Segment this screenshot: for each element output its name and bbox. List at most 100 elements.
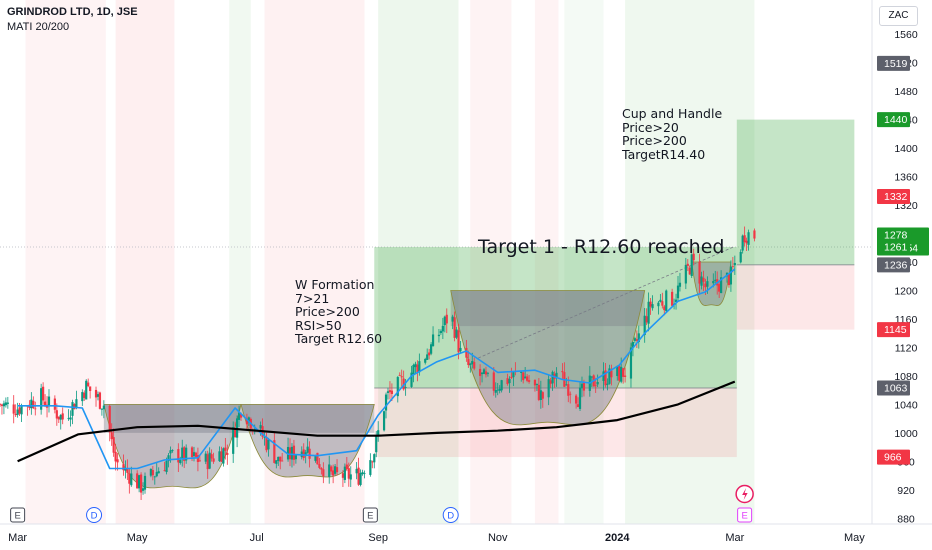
y-tick-label: 1120	[895, 342, 918, 354]
candle-body	[163, 470, 166, 472]
candle-body	[733, 262, 736, 266]
candle-body	[590, 376, 593, 378]
price-badge-value: 1440	[884, 114, 908, 126]
candle-body	[404, 387, 407, 388]
candle-body	[108, 405, 111, 433]
candle-body	[59, 414, 62, 420]
candle-body	[520, 371, 523, 374]
signal-background-bands	[25, 0, 755, 524]
candle-body	[18, 407, 21, 414]
candle-body	[69, 417, 72, 420]
candle-body	[620, 366, 623, 382]
candle-body	[643, 315, 646, 336]
candle-body	[555, 372, 558, 378]
candle-body	[245, 418, 249, 425]
candle-body	[130, 473, 133, 486]
candle-body	[453, 317, 456, 338]
note-line: Price>20	[622, 119, 679, 135]
candle-body	[676, 285, 680, 299]
candle-body	[459, 347, 462, 352]
chart-title[interactable]: GRINDROD LTD, 1D, JSE	[7, 6, 138, 18]
candle-body	[179, 460, 182, 464]
candle-body	[281, 460, 284, 462]
candle-body	[535, 383, 539, 385]
candle-body	[527, 380, 531, 382]
candle-body	[674, 299, 678, 302]
candle-body	[671, 291, 674, 306]
candle-body	[698, 261, 701, 284]
x-tick-label: Mar	[8, 532, 27, 544]
signal-band	[378, 0, 459, 524]
candle-body	[582, 382, 586, 391]
signal-band	[564, 0, 604, 524]
candle-body	[526, 376, 529, 381]
candle-body	[53, 398, 56, 410]
candle-body	[149, 468, 152, 476]
candle-body	[524, 376, 527, 379]
candle-body	[345, 464, 348, 470]
candle-body	[622, 368, 625, 377]
candle-body	[512, 372, 515, 378]
candle-body	[32, 400, 35, 409]
dividend-marker	[442, 507, 459, 523]
candle-body	[471, 360, 474, 365]
candle-body	[304, 452, 307, 457]
candle-body	[330, 466, 333, 472]
candle-body	[43, 401, 47, 406]
candle-body	[192, 452, 196, 457]
target-reached-note: Target 1 - R12.60 reached	[478, 236, 725, 258]
y-tick-label: 1040	[894, 399, 918, 411]
candle-body	[663, 306, 666, 311]
candle-body	[322, 469, 325, 477]
candle-body	[616, 366, 619, 377]
candle-body	[398, 374, 401, 376]
candle-body	[165, 461, 168, 473]
candle-body	[141, 488, 145, 491]
candle-body	[684, 264, 687, 284]
candle-body	[465, 347, 468, 358]
candle-body	[478, 368, 482, 376]
candle-body	[210, 454, 213, 459]
candle-body	[424, 358, 427, 363]
profit-zone	[374, 247, 737, 389]
candle-body	[275, 460, 278, 464]
candle-body	[294, 455, 297, 460]
candle-body	[81, 392, 84, 402]
candle-body	[185, 447, 188, 461]
price-badge-value: 1236	[884, 259, 908, 271]
candle-body	[333, 466, 337, 474]
candle-body	[273, 440, 276, 463]
candle-body	[690, 254, 693, 276]
note-line: Price>200	[622, 133, 687, 148]
candle-body	[222, 448, 225, 464]
candle-body	[71, 402, 74, 416]
candle-body	[234, 427, 237, 438]
candle-body	[729, 266, 733, 285]
indicator-label[interactable]: MATI 20/200	[7, 21, 70, 33]
candle-body	[541, 392, 544, 399]
candle-body	[618, 365, 621, 381]
candle-body	[657, 302, 660, 307]
candle-body	[539, 390, 542, 401]
candle-body	[651, 304, 654, 309]
candle-body	[369, 460, 372, 475]
candle-body	[704, 283, 707, 288]
candle-body	[702, 277, 705, 282]
loss-zone	[736, 264, 855, 330]
currency-label[interactable]: ZAC	[879, 6, 918, 26]
candle-body	[731, 266, 734, 268]
candle-body	[349, 474, 352, 480]
candle-body	[318, 464, 321, 468]
candle-body	[171, 450, 174, 451]
candle-body	[661, 301, 664, 306]
candle-body	[153, 476, 156, 478]
candle-body	[437, 334, 441, 337]
candle-body	[741, 235, 744, 251]
price-badge	[877, 239, 910, 255]
candle-body	[204, 453, 207, 462]
candle-body	[602, 371, 605, 381]
earnings-label: E	[367, 511, 373, 522]
signal-band	[470, 0, 512, 524]
candle-body	[6, 402, 9, 404]
